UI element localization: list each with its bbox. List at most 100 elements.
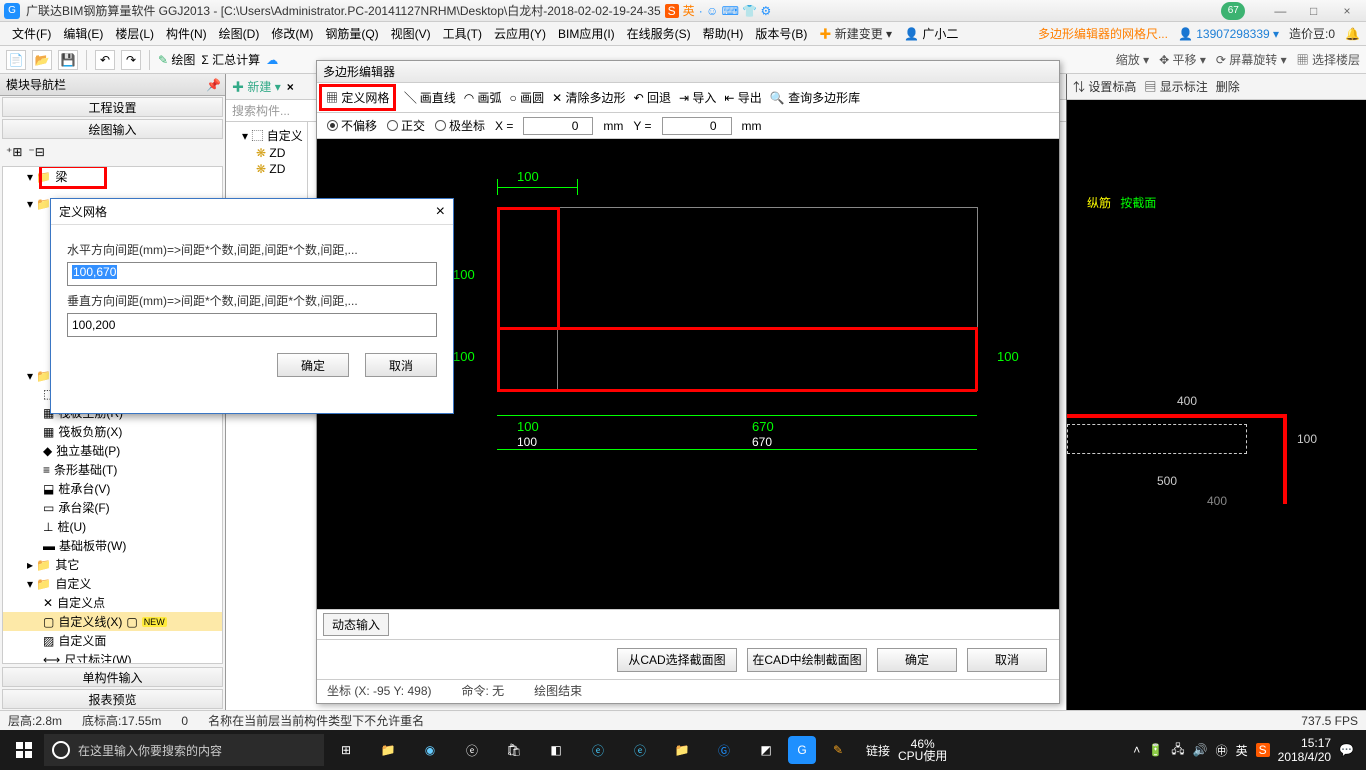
start-button[interactable] [6,734,42,766]
new-icon[interactable]: 📄 [6,50,26,70]
menu-file[interactable]: 文件(F) [6,25,57,42]
v-spacing-input[interactable] [67,313,437,337]
undo-icon[interactable]: ↶ [95,50,115,70]
radio-polar[interactable]: 极坐标 [435,117,485,134]
expand-icon[interactable]: ⁺⊞ [6,145,22,159]
clear-poly[interactable]: ✕ 清除多边形 [552,89,625,106]
tree-dulijichu[interactable]: ◆ 独立基础(P) [3,441,222,460]
sum-label[interactable]: Σ 汇总计算 [201,51,260,68]
tree-zhuangcheng[interactable]: ⬓ 桩承台(V) [3,479,222,498]
draw-label[interactable]: ✎ 绘图 [158,51,195,68]
pin-icon[interactable]: 📌 [206,78,221,92]
new-tab[interactable]: ✚ 新建 ▾ [232,78,281,95]
tray-net-icon[interactable]: 🖧 [1171,740,1184,761]
section-draw[interactable]: 绘图输入 [2,119,223,139]
poly-ok-button[interactable]: 确定 [877,648,957,672]
taskview-icon[interactable]: ⊞ [326,734,366,766]
show-ann[interactable]: ▤ 显示标注 [1144,78,1207,95]
x-input[interactable] [523,117,593,135]
tray-sogou-icon[interactable]: S [1256,743,1270,757]
import-poly[interactable]: ⇥ 导入 [679,89,716,106]
draw-line[interactable]: ╲ 画直线 [404,89,455,106]
menu-cloud[interactable]: 云应用(Y) [488,25,552,42]
tb-edge2-icon[interactable]: ⓔ [578,734,618,766]
tb-edge-icon[interactable]: ⓔ [452,734,492,766]
tree-tiaoxing[interactable]: ≡ 条形基础(T) [3,460,222,479]
from-cad-button[interactable]: 从CAD选择截面图 [617,648,737,672]
menu-modify[interactable]: 修改(M) [265,25,319,42]
subtree-root[interactable]: ▾ ⬚ 自定义 [230,126,303,145]
floor-select[interactable]: ▦ 选择楼层 [1297,51,1360,68]
h-spacing-input[interactable]: 100,670 [67,262,437,286]
menu-help[interactable]: 帮助(H) [697,25,750,42]
minimize-button[interactable]: — [1265,4,1295,18]
tray-clock[interactable]: 15:172018/4/20 [1278,736,1331,764]
tb-app5[interactable]: ◩ [746,734,786,766]
tree-qita[interactable]: ▸ 📁 其它 [3,555,222,574]
menu-newchange[interactable]: ✚ 新建变更 ▾ [813,25,898,42]
tree-chicun[interactable]: ⟷ 尺寸标注(W) [3,650,222,664]
set-elev[interactable]: ⇅ 设置标高 [1073,78,1136,95]
subtree-zd2[interactable]: ❋ ZD [230,161,303,177]
menu-edit[interactable]: 编辑(E) [57,25,109,42]
dialog-close-icon[interactable]: × [436,203,445,221]
menu-rebar[interactable]: 钢筋量(Q) [319,25,384,42]
define-grid-button[interactable]: ▦ 定义网格 [319,84,396,111]
collapse-icon[interactable]: ⁻⊟ [28,145,44,159]
cloud-check-icon[interactable]: ☁ [266,53,278,67]
section-single[interactable]: 单构件输入 [2,667,223,687]
tb-app1[interactable]: 📁 [368,734,408,766]
taskbar-search[interactable]: 在这里输入你要搜索的内容 [44,734,324,766]
tb-app6[interactable]: G [788,736,816,764]
tb-explorer-icon[interactable]: 📁 [662,734,702,766]
tb-store-icon[interactable]: 🛍 [494,734,534,766]
pan-tool[interactable]: ✥ 平移 ▾ [1159,51,1206,68]
tray-ime1[interactable]: ㊥ [1216,742,1228,759]
tree-chengtailiang[interactable]: ▭ 承台梁(F) [3,498,222,517]
tray-battery-icon[interactable]: 🔋 [1148,743,1163,757]
dynamic-input-toggle[interactable]: 动态输入 [323,613,389,636]
zoom-tool[interactable]: 缩放 ▾ [1116,51,1149,68]
phone-label[interactable]: 👤 13907298339 ▾ [1178,27,1279,41]
tree-zdym[interactable]: ▨ 自定义面 [3,631,222,650]
dialog-cancel-button[interactable]: 取消 [365,353,437,377]
menu-user[interactable]: 👤 广小二 [898,25,964,42]
menu-version[interactable]: 版本号(B) [749,25,813,42]
tb-app7[interactable]: ✎ [818,734,858,766]
menu-bim[interactable]: BIM应用(I) [552,25,621,42]
delete-ann[interactable]: 删除 [1216,78,1240,95]
subtree-zd1[interactable]: ❋ ZD [230,145,303,161]
tray-vol-icon[interactable]: 🔊 [1193,743,1208,757]
menu-online[interactable]: 在线服务(S) [621,25,697,42]
menu-view[interactable]: 视图(V) [385,25,437,42]
tree-jichu[interactable]: ▬ 基础板带(W) [3,536,222,555]
tb-app4[interactable]: Ⓖ [704,734,744,766]
tree-fabanfu[interactable]: ▦ 筏板负筋(X) [3,422,222,441]
open-icon[interactable]: 📂 [32,50,52,70]
save-icon[interactable]: 💾 [58,50,78,70]
tray-up-icon[interactable]: ˄ [1133,743,1140,757]
menu-draw[interactable]: 绘图(D) [213,25,266,42]
tray-ime2[interactable]: 英 [1236,742,1248,759]
tree-zidingyi[interactable]: ▾ 📁 自定义 [3,574,222,593]
close-tab-icon[interactable]: × [287,80,294,94]
tray-notif-icon[interactable]: 💬 [1339,743,1354,757]
notif-badge[interactable]: 67 [1221,2,1245,20]
radio-noshift[interactable]: 不偏移 [327,117,377,134]
draw-arc[interactable]: ◠ 画弧 [464,89,502,106]
menu-floor[interactable]: 楼层(L) [109,25,160,42]
section-report[interactable]: 报表预览 [2,689,223,709]
ime-lang[interactable]: 英 [683,2,695,19]
tree-zdyx[interactable]: ▢ 自定义线(X) ▢ NEW [3,612,222,631]
poly-cancel-button[interactable]: 取消 [967,648,1047,672]
bell-icon[interactable]: 🔔 [1345,27,1360,41]
ime-bar[interactable]: S 英 · ☺ ⌨ 👕 ⚙ [665,2,772,19]
tree-zdyd[interactable]: ✕ 自定义点 [3,593,222,612]
maximize-button[interactable]: □ [1299,4,1329,18]
tb-ie-icon[interactable]: ⓔ [620,734,660,766]
ime-icon[interactable]: S [665,4,679,18]
close-button[interactable]: × [1332,4,1362,18]
query-poly[interactable]: 🔍 查询多边形库 [770,89,860,106]
section-project[interactable]: 工程设置 [2,97,223,117]
rotate-tool[interactable]: ⟳ 屏幕旋转 ▾ [1216,51,1287,68]
